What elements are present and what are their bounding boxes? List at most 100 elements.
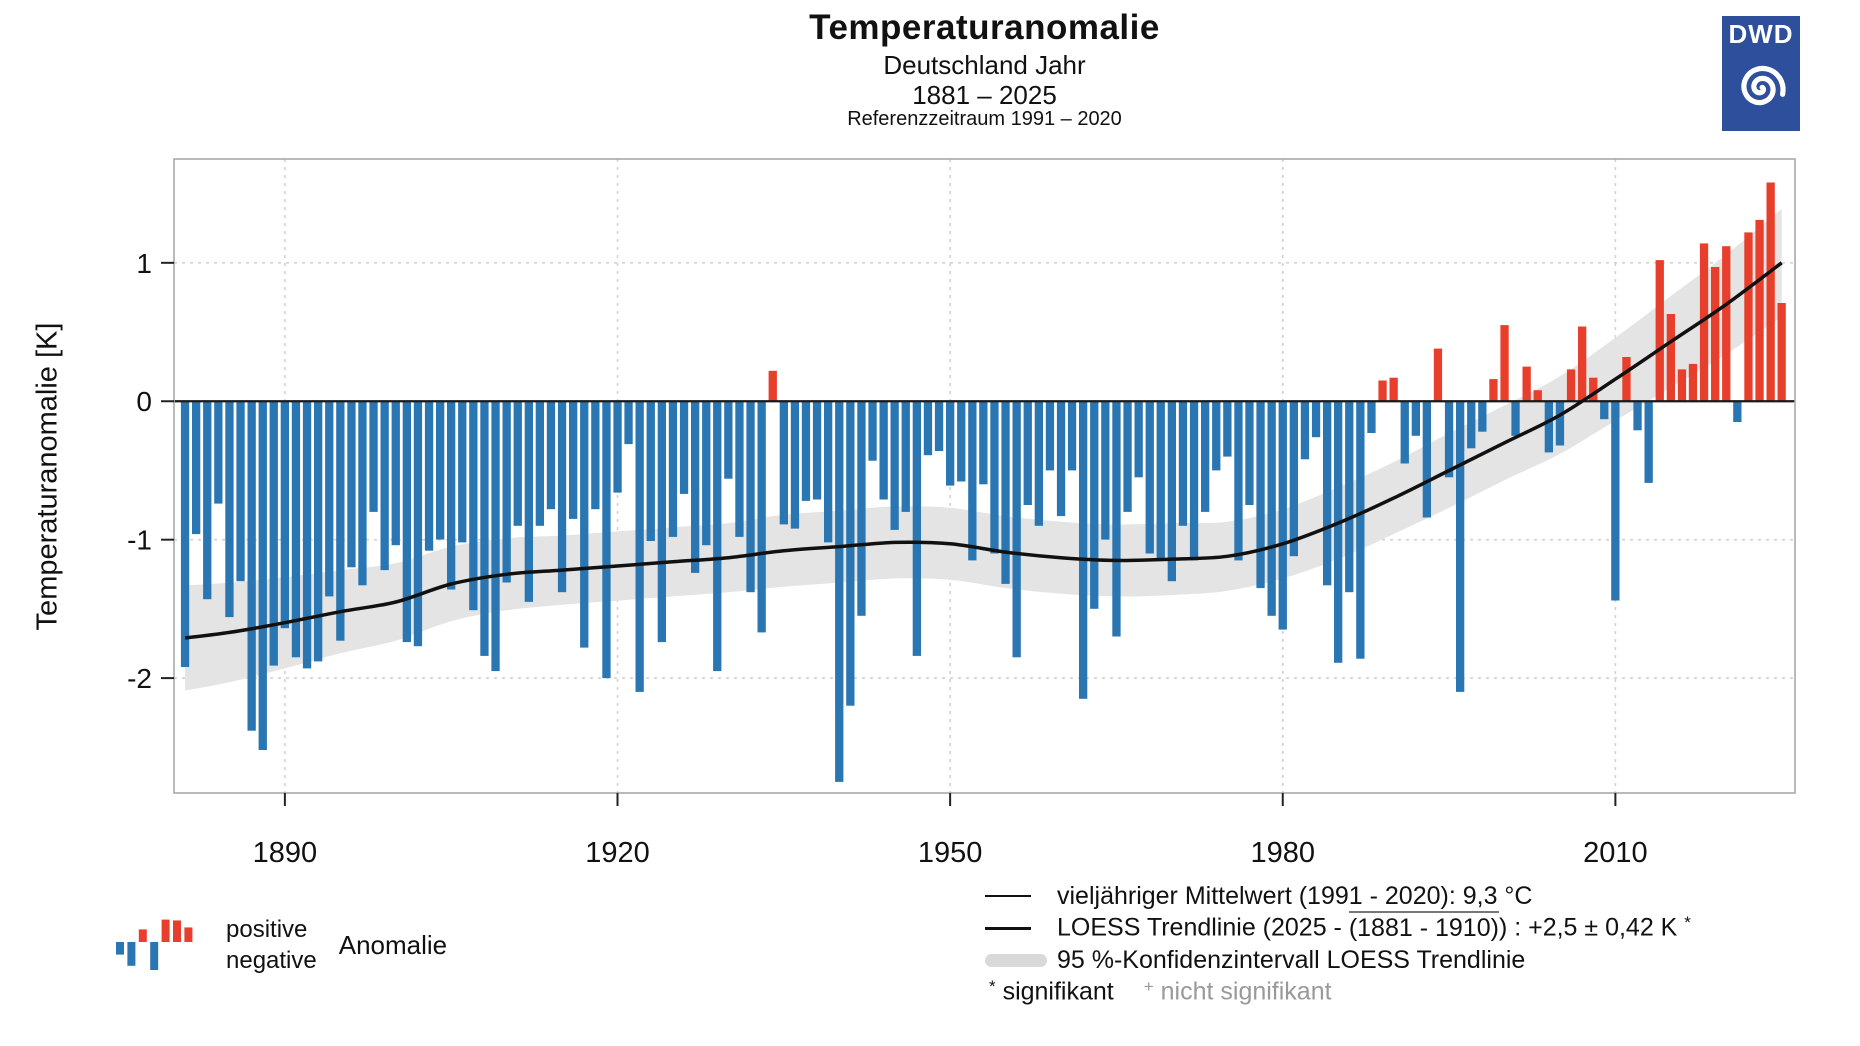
x-tick-label: 2010 [1583,837,1648,869]
bar-1914 [546,401,556,510]
bar-1883 [203,401,212,600]
bar-1956 [1012,401,1021,658]
legend-row-loess: LOESS Trendlinie (2025 - (1881 - 1910)) … [985,910,1691,944]
bar-2000 [1500,325,1509,402]
bar-1997 [1467,401,1476,449]
page-title: Temperaturanomalie [809,8,1160,47]
bar-2007 [1578,326,1587,402]
bar-2018 [1699,243,1709,402]
bar-1964 [1101,401,1110,540]
bar-1963 [1090,401,1099,609]
bar-1907 [469,401,478,611]
significance-star: * [1684,913,1691,933]
bar-2023 [1755,219,1764,402]
bar-2017 [1688,363,1698,402]
y-tick-label: -2 [127,663,152,694]
bar-1908 [480,401,489,656]
bar-1989 [1378,380,1387,402]
y-tick-label: 0 [136,386,152,417]
bar-1957 [1023,401,1032,505]
bar-1935 [779,401,788,525]
bar-1955 [1001,401,1010,584]
bar-1972 [1189,401,1199,561]
bar-1925 [668,401,678,537]
bar-1921 [624,401,633,445]
bar-1967 [1134,401,1143,478]
bar-2021 [1733,401,1742,422]
bar-2015 [1666,314,1675,402]
bar-1941 [846,401,855,706]
bar-1969 [1156,401,1165,561]
legend-row-confidence: 95 %-Konfidenzintervall LOESS Trendlinie [985,944,1691,976]
mean-label: vieljähriger Mittelwert (1991 - 2020): 9… [1057,881,1533,910]
bar-1951 [957,401,966,482]
bar-2001 [1511,401,1520,436]
y-tick-label: 1 [136,248,152,279]
anomaly-bars-icon [116,919,193,970]
bar-1946 [901,401,910,512]
bar-1986 [1345,401,1354,593]
bar-1913 [535,401,544,526]
bar-1962 [1079,401,1088,699]
bar-1996 [1456,401,1465,692]
bar-1950 [946,401,955,486]
bar-1903 [424,401,434,551]
bar-1971 [1178,401,1188,526]
bar-1889 [269,401,278,666]
bar-1898 [369,401,378,512]
bar-1979 [1267,401,1276,616]
bar-1929 [713,401,722,672]
bar-1919 [602,401,611,679]
bar-1940 [835,401,844,782]
bar-1904 [436,401,445,540]
confidence-label: 95 %-Konfidenzintervall LOESS Trendlinie [1057,945,1526,974]
bar-1958 [1034,401,1043,526]
dwd-spiral-icon [1722,16,1800,131]
loess-label: LOESS Trendlinie (2025 - (1881 - 1910)) … [1057,910,1691,943]
bar-1942 [857,401,866,616]
border [173,158,1796,794]
bar-1943 [868,401,877,461]
bar-1961 [1067,401,1077,471]
bar-1916 [569,401,578,519]
bar-1927 [691,401,700,573]
bar-2005 [1555,401,1565,446]
bar-1933 [757,401,766,633]
loess-line-icon [985,926,1031,930]
bar-1891 [291,401,301,658]
bar-1987 [1356,401,1365,659]
not-significant-label: + nicht signifikant [1143,977,1332,1006]
bar-1887 [247,401,256,731]
bar-2019 [1711,267,1720,402]
bar-1884 [214,401,223,504]
bar-1922 [635,401,644,692]
bar-1952 [968,401,977,561]
bar-2002 [1522,366,1531,402]
bar-1890 [280,401,289,629]
bar-1974 [1212,401,1221,471]
bar-1910 [502,401,511,583]
bar-1995 [1444,401,1454,478]
dwd-logo: DWD [1722,16,1800,131]
bar-1900 [391,401,400,546]
bar-1926 [679,401,689,494]
subtitle-region: Deutschland Jahr [883,50,1086,80]
bar-1899 [380,401,389,571]
mean-line-icon [985,895,1031,897]
bar-1992 [1411,401,1420,436]
bar-2013 [1644,401,1653,483]
bar-1896 [347,401,356,568]
bar-1928 [702,401,711,546]
bar-1975 [1223,401,1232,457]
bar-1948 [923,401,933,456]
subtitle-period: 1881 – 2025 [912,80,1057,110]
bar-2010 [1611,401,1620,601]
bar-1937 [801,401,811,501]
bar-1985 [1334,401,1343,663]
bar-1945 [890,401,899,530]
bar-1892 [302,401,312,669]
bar-1939 [824,401,833,543]
bar-1911 [513,401,522,526]
bar-1886 [236,401,245,582]
